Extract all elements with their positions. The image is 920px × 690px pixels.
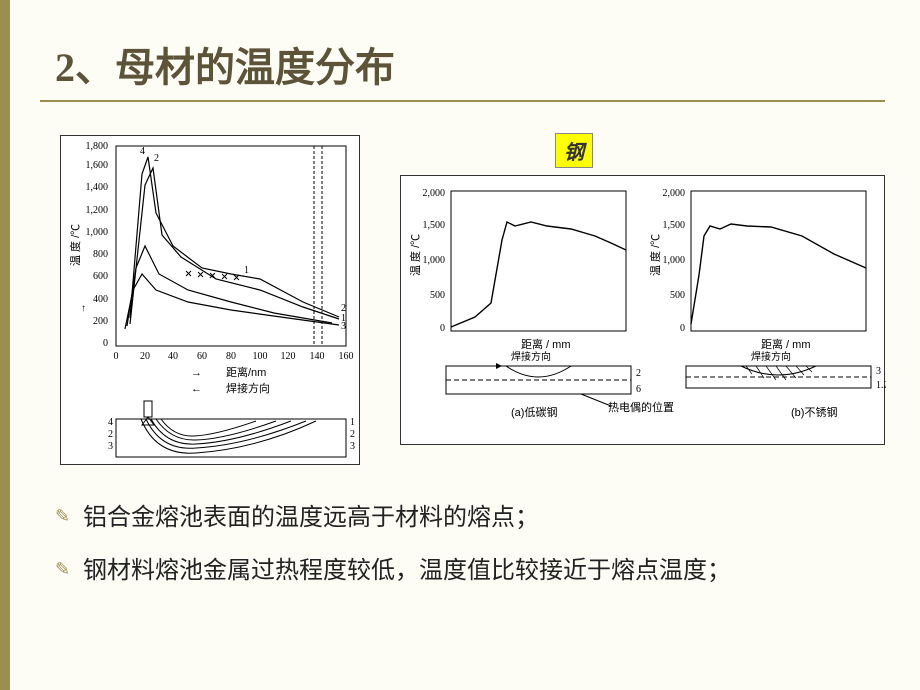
bullet-text: 铝合金熔池表面的温度远高于材料的熔点； [83,500,539,537]
svg-text:温 度 /℃: 温 度 /℃ [408,234,422,276]
accent-bar [0,0,10,690]
caption-a: (a)低碳钢 [511,405,557,419]
svg-text:距离 / mm: 距离 / mm [761,337,811,351]
svg-text:2: 2 [154,153,159,164]
svg-text:→: → [191,367,202,379]
svg-text:500: 500 [430,290,445,301]
svg-text:20: 20 [140,351,150,362]
svg-text:2: 2 [350,429,355,440]
svg-text:温 度 /℃: 温 度 /℃ [648,234,662,276]
svg-text:500: 500 [670,290,685,301]
pencil-icon: ✎ [55,553,83,580]
svg-text:0: 0 [103,338,108,349]
svg-text:800: 800 [93,249,108,260]
label-steel: 钢 [555,133,593,168]
svg-text:1,600: 1,600 [86,160,109,171]
caption-b: (b)不锈钢 [791,406,837,419]
svg-text:1: 1 [350,417,355,428]
svg-text:100: 100 [253,351,268,362]
svg-text:1,500: 1,500 [663,220,686,231]
svg-text:1.2: 1.2 [876,380,886,391]
chart-aluminum: 0 200 400 600 800 1,000 1,200 1,400 1,60… [60,135,360,465]
left-chart-xlabel: 距离/nm [226,365,266,379]
svg-text:3: 3 [341,321,346,332]
svg-text:2: 2 [108,429,113,440]
svg-text:0: 0 [114,351,119,362]
svg-text:4: 4 [140,146,145,157]
svg-text:40: 40 [168,351,178,362]
svg-text:1,800: 1,800 [86,141,109,152]
thermocouple-label: 热电偶的位置 [608,400,674,414]
svg-text:160: 160 [339,351,354,362]
svg-text:距离 / mm: 距离 / mm [521,337,571,351]
svg-text:80: 80 [226,351,236,362]
slide-title: 2、母材的温度分布 [55,35,395,93]
svg-text:600: 600 [93,271,108,282]
bullet-item: ✎ 铝合金熔池表面的温度远高于材料的熔点； [55,500,875,537]
svg-text:1,000: 1,000 [423,255,446,266]
svg-text:2,000: 2,000 [663,188,686,199]
svg-text:140: 140 [310,351,325,362]
svg-text:0: 0 [440,323,445,334]
svg-text:3: 3 [876,366,881,377]
bullet-item: ✎ 钢材料熔池金属过热程度较低，温度值比较接近于熔点温度； [55,553,875,590]
svg-text:3: 3 [350,441,355,452]
svg-text:60: 60 [197,351,207,362]
svg-text:4: 4 [108,417,113,428]
svg-text:6: 6 [636,384,641,395]
bullet-text: 钢材料熔池金属过热程度较低，温度值比较接近于熔点温度； [83,553,731,590]
svg-text:3: 3 [108,441,113,452]
bullet-list: ✎ 铝合金熔池表面的温度远高于材料的熔点； ✎ 钢材料熔池金属过热程度较低，温度… [55,500,875,606]
svg-text:1,400: 1,400 [86,182,109,193]
svg-text:200: 200 [93,316,108,327]
svg-text:焊接方向: 焊接方向 [511,350,551,363]
svg-text:120: 120 [281,351,296,362]
svg-text:0: 0 [680,323,685,334]
svg-text:1,000: 1,000 [663,255,686,266]
chart-steel: 0 500 1,000 1,500 2,000 温 度 /℃ 距离 / mm 0… [400,175,885,445]
left-chart-weld-dir: 焊接方向 [226,381,270,395]
svg-text:1,500: 1,500 [423,220,446,231]
svg-text:↑: ↑ [81,303,86,314]
svg-text:1,200: 1,200 [86,205,109,216]
svg-text:400: 400 [93,294,108,305]
title-underline [40,100,885,102]
svg-text:←: ← [191,383,202,395]
svg-text:1,000: 1,000 [86,227,109,238]
svg-text:1: 1 [244,265,249,276]
left-chart-ylabel: 温 度 /℃ [68,224,82,266]
svg-text:焊接方向: 焊接方向 [751,350,791,363]
pencil-icon: ✎ [55,500,83,527]
svg-text:2: 2 [636,368,641,379]
svg-text:2,000: 2,000 [423,188,446,199]
